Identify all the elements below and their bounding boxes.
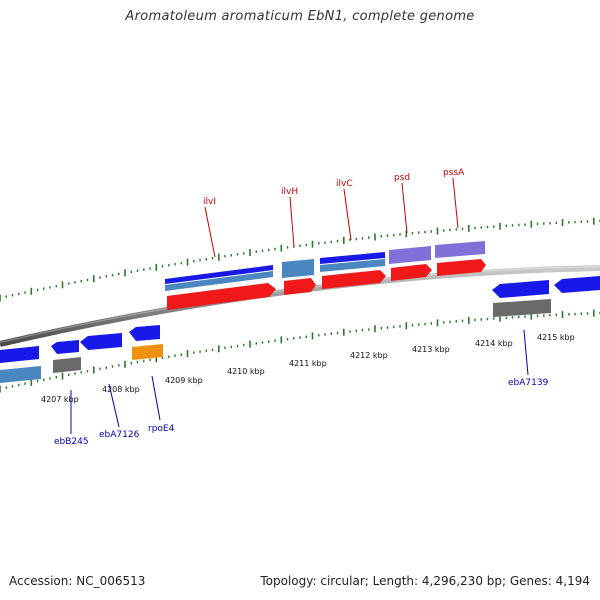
leader-pssA <box>452 177 459 229</box>
label-psd[interactable]: psd <box>394 173 410 183</box>
leader-ebA7139 <box>523 329 529 376</box>
gene-left-edge-cds[interactable] <box>0 366 41 383</box>
label-pssA[interactable]: pssA <box>443 168 465 178</box>
upper-gene-labels: ilvI ilvH ilvC psd pssA <box>203 168 465 258</box>
leader-ilvC <box>343 188 352 241</box>
gene-ebA7139-forward[interactable] <box>492 280 549 298</box>
gene-ilvC-cds[interactable] <box>320 259 385 272</box>
gene-psd-cds[interactable] <box>389 246 431 264</box>
lower-gene-labels: ebB245 ebA7126 rpoE4 ebA7139 <box>54 329 549 447</box>
accession-text: Accession: NC_006513 <box>9 574 146 588</box>
label-ilvI[interactable]: ilvI <box>203 197 216 207</box>
leader-ilvI <box>204 206 216 258</box>
gene-rpoE4-forward[interactable] <box>129 325 160 341</box>
scale-label-4209: 4209 kbp <box>165 376 203 385</box>
scale-label-4213: 4213 kbp <box>412 345 450 354</box>
leader-rpoE4 <box>151 375 161 421</box>
forward-strand-features <box>165 241 486 310</box>
label-ilvC[interactable]: ilvC <box>336 179 353 189</box>
label-ebA7139[interactable]: ebA7139 <box>508 378 549 388</box>
scale-label-4215: 4215 kbp <box>537 333 575 342</box>
gene-ebA7126-forward[interactable] <box>80 333 122 350</box>
scale-label-4211: 4211 kbp <box>289 359 327 368</box>
upper-tick-row <box>0 217 600 302</box>
scale-label-4208: 4208 kbp <box>102 385 140 394</box>
gene-ilvI-cds[interactable] <box>165 271 273 291</box>
scale-labels: 4207 kbp 4208 kbp 4209 kbp 4210 kbp 4211… <box>41 333 575 404</box>
label-rpoE4[interactable]: rpoE4 <box>148 424 175 434</box>
genome-stats-text: Topology: circular; Length: 4,296,230 bp… <box>260 574 590 588</box>
leader-psd <box>401 182 408 234</box>
gene-ebB245-cds[interactable] <box>53 357 81 373</box>
gene-left-edge-forward[interactable] <box>0 346 39 363</box>
gene-ilvC-reverse[interactable] <box>322 270 386 289</box>
scale-label-4212: 4212 kbp <box>350 351 388 360</box>
scale-label-4210: 4210 kbp <box>227 367 265 376</box>
gene-ebB245-forward[interactable] <box>51 340 79 354</box>
scale-label-4214: 4214 kbp <box>475 339 513 348</box>
gene-rpoE4-cds[interactable] <box>132 344 163 360</box>
gene-pssA-cds[interactable] <box>435 241 485 258</box>
gene-right-edge-forward[interactable] <box>554 276 600 293</box>
gene-pssA-reverse[interactable] <box>437 259 486 276</box>
gene-ilvH-reverse[interactable] <box>284 278 316 295</box>
gene-ebA7139-cds[interactable] <box>493 299 551 317</box>
gene-ilvI-reverse[interactable] <box>167 283 276 310</box>
leader-ilvH <box>289 196 295 248</box>
gene-psd-reverse[interactable] <box>391 264 432 281</box>
gene-ilvI-forward[interactable] <box>165 265 273 284</box>
label-ebA7126[interactable]: ebA7126 <box>99 430 140 440</box>
reverse-strand-features <box>0 276 600 383</box>
gene-ilvH-cds[interactable] <box>282 259 314 278</box>
gene-ilvC-forward[interactable] <box>320 252 385 264</box>
label-ilvH[interactable]: ilvH <box>281 187 298 197</box>
lower-tick-row <box>0 309 600 393</box>
label-ebB245[interactable]: ebB245 <box>54 437 89 447</box>
leader-ebA7126 <box>108 383 120 428</box>
map-title: Aromatoleum aromaticum EbN1, complete ge… <box>125 9 475 24</box>
scale-label-4207: 4207 kbp <box>41 395 79 404</box>
